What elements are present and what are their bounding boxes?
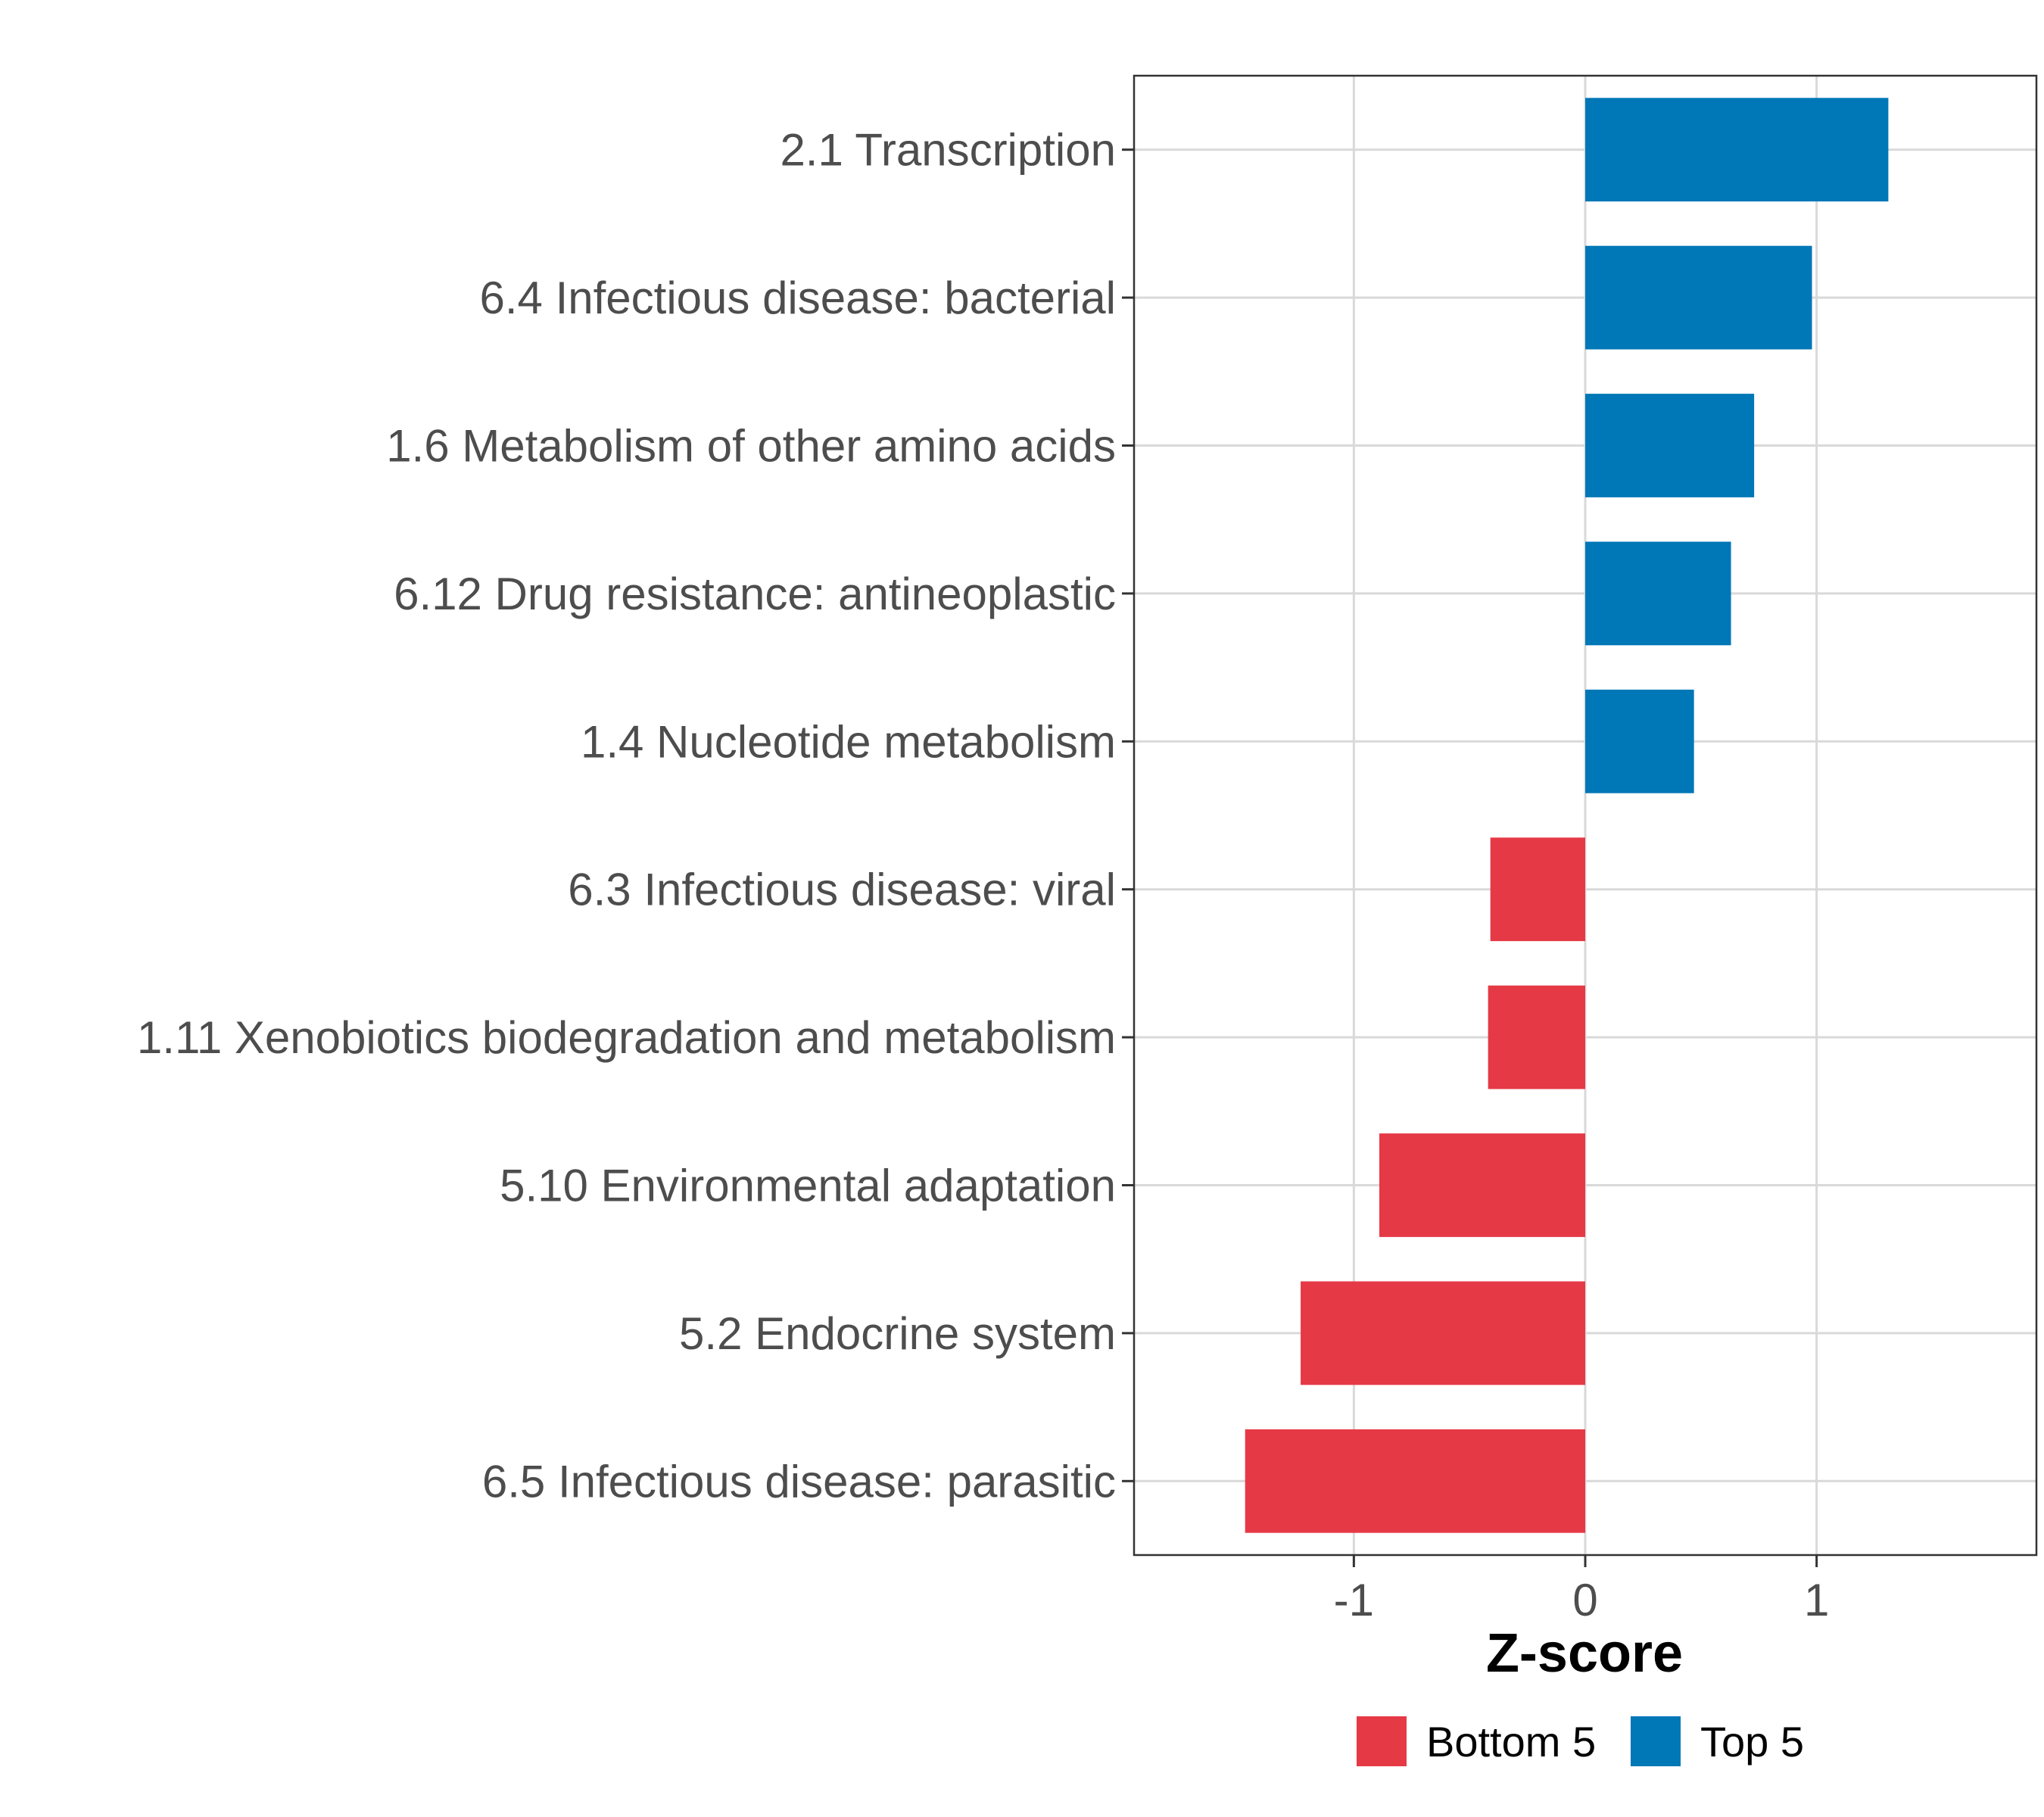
category-label: 1.6 Metabolism of other amino acids [386,421,1116,472]
legend: Bottom 5 Top 5 [1357,1716,1804,1766]
category-label: 5.2 Endocrine system [679,1308,1116,1359]
bar [1488,985,1585,1089]
x-tick-label: -1 [1334,1575,1374,1625]
y-axis-ticks: 2.1 Transcription 6.4 Infectious disease:… [137,125,1134,1507]
bar [1585,541,1731,646]
category-label: 6.5 Infectious disease: parasitic [482,1456,1116,1507]
bar [1490,837,1585,942]
category-label: 6.3 Infectious disease: viral [568,865,1116,915]
bar [1585,394,1755,497]
bar [1585,245,1812,350]
category-label: 5.10 Environmental adaptation [500,1161,1116,1211]
category-label: 2.1 Transcription [780,125,1116,176]
legend-label: Bottom 5 [1426,1718,1596,1766]
legend-label: Top 5 [1700,1718,1804,1766]
category-label: 6.4 Infectious disease: bacterial [480,273,1117,323]
bar [1301,1281,1585,1385]
category-label: 1.4 Nucleotide metabolism [581,716,1116,767]
bar [1585,98,1889,202]
x-tick-label: 0 [1572,1575,1597,1625]
bar [1585,689,1694,793]
x-tick-label: 1 [1804,1575,1829,1625]
bar [1379,1133,1585,1237]
x-axis-title: Z-score [1486,1623,1683,1684]
x-axis-ticks: -1 0 1 [1334,1555,1829,1625]
category-label: 1.11 Xenobiotics biodegradation and meta… [137,1012,1116,1063]
bar [1245,1429,1585,1533]
category-label: 6.12 Drug resistance: antineoplastic [394,569,1116,619]
legend-swatch [1631,1716,1681,1766]
bars [1245,98,1889,1533]
legend-swatch [1357,1716,1407,1766]
